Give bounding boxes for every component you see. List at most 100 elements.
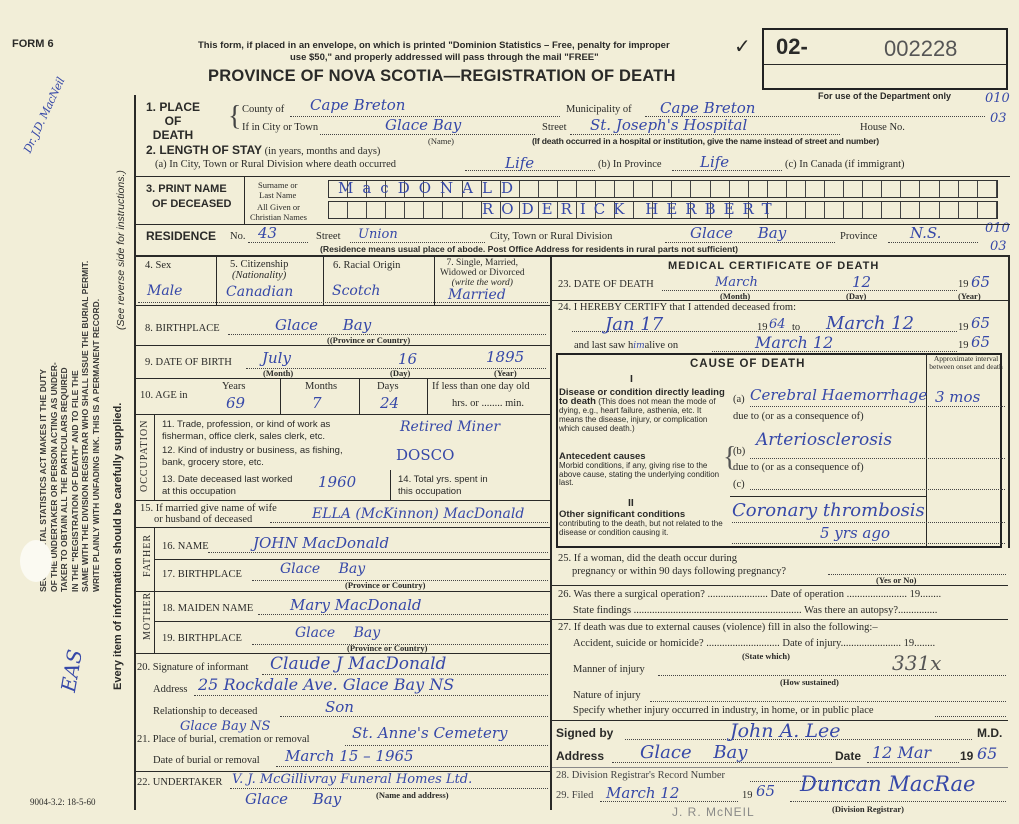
registrar-note: (Division Registrar): [832, 804, 905, 814]
mother-name-label: 18. MAIDEN NAME: [162, 603, 254, 614]
attended-to: March 12: [826, 313, 915, 334]
birthplace-label: 8. BIRTHPLACE: [145, 323, 220, 334]
antecedent-label: Antecedent causes Morbid conditions, if a…: [559, 451, 720, 487]
date-of-death-label: 23. DATE OF DEATH: [558, 279, 654, 290]
registrar-stamp: J. R. McNEIL: [672, 805, 755, 819]
residence-note: (Residence means usual place of abode. P…: [320, 244, 739, 254]
check-mark-icon: ✓: [734, 36, 751, 58]
father-label: FATHER: [142, 533, 153, 577]
certify-label: 24. I HEREBY CERTIFY that I attended dec…: [558, 302, 796, 313]
accident-label: Accident, suicide or homicide? .........…: [573, 638, 936, 649]
informant-signature-label: 20. Signature of informant: [137, 662, 249, 673]
given-names-label: All Given or Christian Names: [250, 202, 307, 222]
sex-label: 4. Sex: [145, 260, 172, 271]
racial-origin-value: Scotch: [332, 283, 381, 299]
day-note: (Day): [390, 368, 411, 378]
residence-street-label: Street: [316, 231, 341, 242]
dod-month: March: [715, 275, 758, 290]
stay-city-value: Life: [505, 154, 535, 172]
medical-cert-title: MEDICAL CERTIFICATE OF DEATH: [668, 260, 880, 272]
street-label: Street: [542, 122, 567, 133]
filed-label: 29. Filed: [556, 790, 594, 801]
sign-year: 65: [977, 744, 998, 763]
q12-label: 12. Kind of industry or business, as fis…: [162, 445, 343, 468]
stay-canada-label: (c) In Canada (if immigrant): [785, 159, 905, 170]
cause-b-label: (b): [733, 446, 746, 457]
state-findings-label: State findings .........................…: [573, 605, 938, 616]
how-sustained-note: (How sustained): [780, 677, 839, 687]
year-prefix: 19: [960, 749, 974, 763]
burial-date-label: Date of burial or removal: [153, 755, 260, 766]
punch-hole: [20, 540, 52, 582]
county-label: County of: [242, 104, 285, 115]
dob-label: 9. DATE OF BIRTH: [145, 357, 232, 368]
q27-label: 27. If death was due to external causes …: [558, 622, 878, 633]
relationship-value: Son: [325, 698, 354, 716]
municipality-value: Cape Breton: [660, 99, 756, 117]
residence-street-value: Union: [358, 227, 398, 242]
occupation-side-label: OCCUPATION: [139, 419, 150, 492]
residence-province-label: Province: [840, 231, 878, 242]
cause-a-interval: 3 mos: [935, 388, 981, 406]
length-of-stay-label: 2. LENGTH OF STAY: [146, 143, 263, 157]
stay-province-value: Life: [700, 153, 730, 171]
cause-c-label: (c): [733, 479, 745, 490]
residence-province-value: N.S.: [910, 224, 942, 242]
burial-place-value: St. Anne's Cemetery: [352, 724, 508, 742]
physician-address: Glace Bay: [640, 742, 748, 763]
registrar-signature: Duncan MacRae: [800, 772, 976, 796]
stay-province-label: (b) In Province: [598, 159, 662, 170]
cause-a-value: Cerebral Haemorrhage: [750, 386, 928, 404]
days-label: Days: [377, 381, 399, 392]
filed-year: 65: [756, 782, 776, 800]
brace: {: [723, 442, 737, 473]
other-conditions-value: Coronary thrombosis: [732, 500, 925, 521]
county-value: Cape Breton: [310, 96, 406, 114]
year-note: (Year): [494, 368, 517, 378]
q12-value: DOSCO: [396, 446, 455, 464]
dept-code: 03: [990, 111, 1007, 126]
state-which-note: (State which): [742, 651, 790, 661]
house-label: House No.: [860, 122, 905, 133]
year-prefix: 19: [757, 322, 768, 333]
given-names-grid: [328, 201, 998, 219]
dod-month-note: (Month): [720, 291, 751, 301]
street-value: St. Joseph's Hospital: [590, 116, 748, 134]
year-prefix: 19: [958, 340, 969, 351]
dob-year: 1895: [486, 348, 525, 366]
interval-label: Approximate interval between onset and d…: [929, 354, 1003, 371]
form-label: FORM 6: [12, 38, 54, 50]
month-note: (Month): [263, 368, 294, 378]
part-two-label: II: [628, 497, 634, 509]
marital-status-label: 7. Single, Married, Widowed or Divorced (w…: [440, 258, 525, 288]
father-name-value: JOHN MacDonald: [253, 534, 390, 552]
annotation-doctor: Dr. J.D. MacNeil: [21, 75, 68, 156]
mother-prov-note: (Province or Country): [347, 643, 428, 653]
physician-address-label: Address: [556, 749, 605, 763]
dept-code: 03: [990, 239, 1007, 254]
informant-address-label: Address: [153, 684, 188, 695]
city-label: If in City or Town: [242, 122, 319, 133]
department-note: For use of the Department only: [818, 91, 952, 101]
mother-label: MOTHER: [142, 591, 153, 640]
burial-place-label: 21. Place of burial, cremation or remova…: [137, 734, 310, 745]
age-months: 7: [312, 394, 322, 412]
residence-label: RESIDENCE: [146, 229, 217, 243]
q11-label: 11. Trade, profession, or kind of work a…: [162, 419, 331, 442]
direct-cause-label: Disease or condition directly leading to…: [559, 387, 725, 433]
to-label: to: [792, 322, 801, 333]
father-prov-note: (Province or Country): [345, 580, 426, 590]
relationship-label: Relationship to deceased: [153, 706, 258, 717]
record-number-label: 28. Division Registrar's Record Number: [556, 770, 725, 781]
birthplace-value: Glace Bay: [275, 316, 372, 334]
form-code: 9004-3.2: 18-5-60: [30, 797, 96, 807]
father-birthplace-label: 17. BIRTHPLACE: [162, 569, 242, 580]
undertaker-note: (Name and address): [376, 790, 449, 800]
citizenship-label: 5. Citizenship (Nationality): [230, 259, 289, 281]
filed-date: March 12: [606, 784, 680, 802]
initials: EAS: [56, 647, 88, 694]
yes-no-note: (Yes or No): [876, 575, 917, 585]
spouse-value: ELLA (McKinnon) MacDonald: [312, 506, 525, 522]
cause-of-death-box: [556, 353, 1002, 548]
father-name-label: 16. NAME: [162, 541, 209, 552]
